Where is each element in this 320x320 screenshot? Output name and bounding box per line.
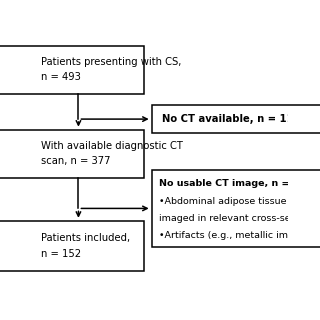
Text: No CT available, n = 116: No CT available, n = 116	[162, 114, 300, 124]
Text: n = 493: n = 493	[41, 72, 81, 83]
Text: No usable CT image, n = 225: No usable CT image, n = 225	[159, 179, 313, 188]
Text: With available diagnostic CT: With available diagnostic CT	[41, 141, 183, 151]
FancyBboxPatch shape	[0, 46, 144, 94]
Text: •Artifacts (e.g., metallic implants): •Artifacts (e.g., metallic implants)	[159, 231, 320, 240]
FancyBboxPatch shape	[0, 130, 144, 178]
FancyBboxPatch shape	[0, 221, 144, 271]
Text: Patients presenting with CS,: Patients presenting with CS,	[41, 57, 182, 67]
Text: n = 152: n = 152	[41, 249, 81, 259]
Text: •Abdominal adipose tissue not: •Abdominal adipose tissue not	[159, 196, 305, 205]
Text: imaged in relevant cross-section: imaged in relevant cross-section	[159, 214, 314, 223]
FancyBboxPatch shape	[152, 170, 320, 247]
Text: scan, n = 377: scan, n = 377	[41, 156, 111, 166]
FancyBboxPatch shape	[152, 105, 320, 133]
Text: Patients included,: Patients included,	[41, 233, 130, 243]
